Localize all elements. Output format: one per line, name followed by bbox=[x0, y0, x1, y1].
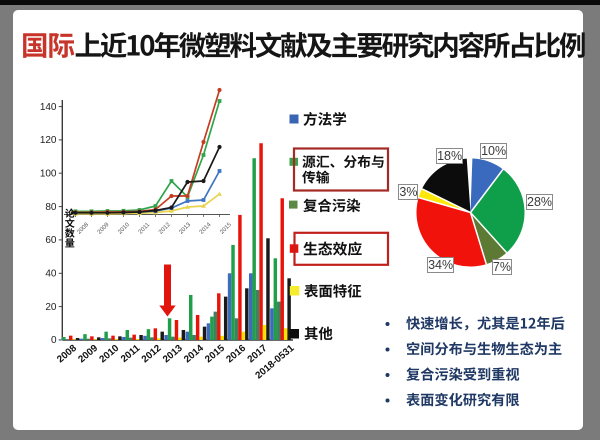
svg-text:2016: 2016 bbox=[224, 343, 248, 366]
svg-text:2011: 2011 bbox=[138, 222, 152, 236]
svg-text:2015: 2015 bbox=[203, 343, 227, 366]
svg-text:2012: 2012 bbox=[158, 221, 172, 235]
svg-text:20: 20 bbox=[45, 302, 57, 313]
svg-text:0: 0 bbox=[51, 335, 57, 346]
svg-text:80: 80 bbox=[45, 202, 57, 213]
svg-text:2013: 2013 bbox=[161, 343, 185, 366]
svg-text:2013: 2013 bbox=[178, 221, 192, 235]
svg-text:2011: 2011 bbox=[119, 343, 143, 365]
svg-text:2009: 2009 bbox=[76, 343, 100, 366]
svg-text:2008: 2008 bbox=[76, 221, 90, 235]
svg-text:2009: 2009 bbox=[97, 221, 111, 235]
svg-text:60: 60 bbox=[45, 235, 57, 246]
svg-text:2010: 2010 bbox=[97, 343, 121, 366]
svg-text:2010: 2010 bbox=[117, 221, 131, 235]
svg-text:140: 140 bbox=[40, 102, 57, 113]
svg-text:2012: 2012 bbox=[140, 343, 164, 366]
svg-text:100: 100 bbox=[40, 168, 57, 179]
svg-text:2015: 2015 bbox=[219, 221, 233, 235]
svg-text:40: 40 bbox=[45, 269, 57, 280]
svg-text:2014: 2014 bbox=[199, 221, 213, 235]
svg-text:2014: 2014 bbox=[182, 343, 206, 366]
svg-text:120: 120 bbox=[40, 135, 57, 146]
svg-text:2008: 2008 bbox=[55, 343, 79, 366]
